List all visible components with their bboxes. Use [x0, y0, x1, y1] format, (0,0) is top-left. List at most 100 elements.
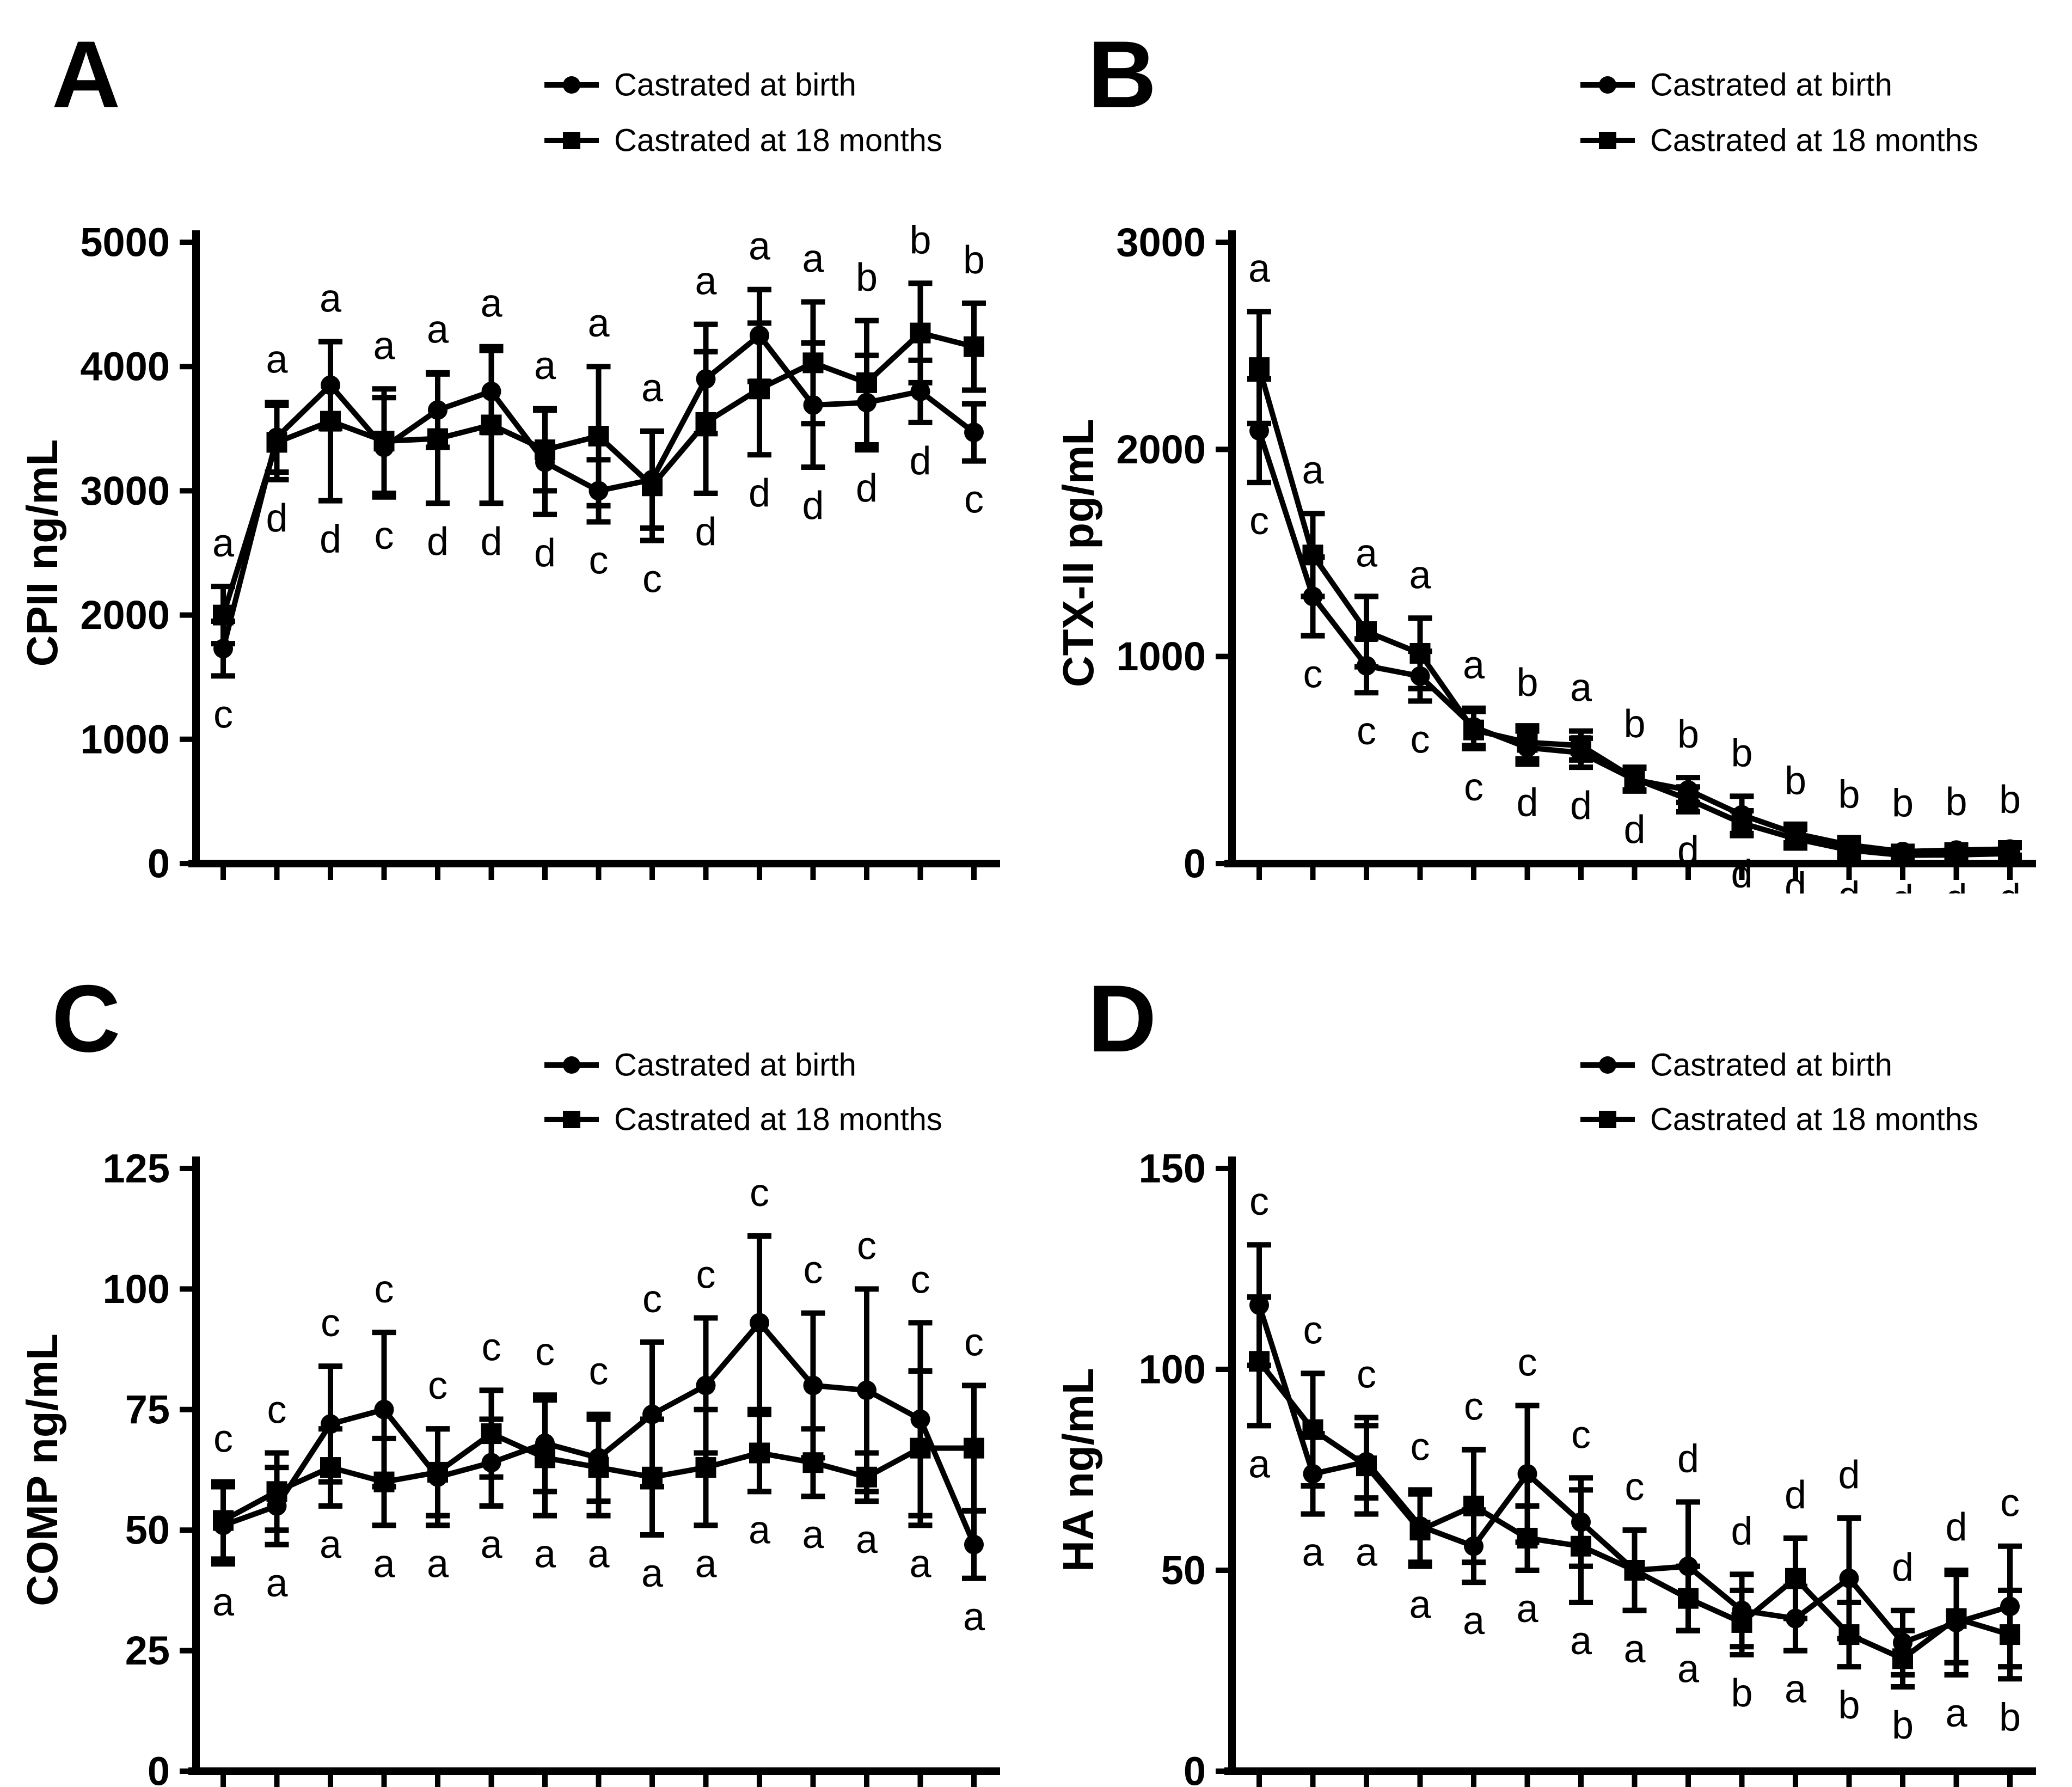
data-point-circle [1571, 1512, 1591, 1532]
sig-letter-above: a [1570, 666, 1592, 710]
data-point-circle [1303, 586, 1323, 607]
sig-letter-below: d [1892, 877, 1914, 894]
data-point-square [481, 414, 502, 436]
data-point-circle [213, 639, 233, 659]
data-point-circle [1786, 1608, 1805, 1629]
sig-letter-above: c [1571, 1413, 1591, 1456]
panel-b: B Castrated at birth Castrated at 18 month… [1036, 0, 2072, 894]
sig-letter-above: c [804, 1249, 823, 1292]
sig-letter-above: c [642, 1277, 662, 1321]
data-point-circle [642, 1404, 662, 1424]
data-point-square [1678, 1588, 1699, 1609]
legend-item: Castrated at 18 months [544, 1102, 942, 1137]
sig-letter-above: a [802, 237, 824, 281]
y-tick-label: 5000 [80, 220, 170, 265]
data-point-circle [1410, 666, 1430, 686]
panel-a-chart: A Castrated at birth Castrated at 18 month… [18, 22, 1000, 886]
y-tick-label: 50 [125, 1508, 170, 1553]
legend-label: Castrated at birth [1650, 1048, 1892, 1083]
legend-label: Castrated at 18 months [614, 1102, 942, 1137]
legend-item: Castrated at 18 months [1580, 1102, 1978, 1137]
legend-circle-marker-icon [1599, 76, 1616, 94]
data-point-square [964, 1437, 984, 1459]
sig-letter-above: c [1303, 1308, 1323, 1352]
sig-letter-below: a [1248, 1442, 1271, 1486]
sig-letter-above: c [1625, 1465, 1645, 1509]
panel-b-chart: B Castrated at birth Castrated at 18 month… [1054, 22, 2036, 894]
sig-letter-below: d [1623, 808, 1645, 852]
sig-letter-below: c [589, 538, 609, 582]
sig-letter-above: b [1731, 731, 1752, 775]
data-point-circle [321, 1414, 340, 1434]
y-tick-label: 1000 [1116, 634, 1206, 679]
sig-letter-above: d [1892, 1546, 1914, 1589]
data-point-square [910, 1437, 931, 1459]
sig-letter-below: a [373, 1542, 395, 1586]
data-point-square [1463, 1495, 1484, 1516]
sig-letter-above: b [1677, 713, 1699, 756]
sig-letter-below: c [642, 558, 662, 601]
panel-label: B [1088, 22, 1156, 128]
data-point-square [588, 425, 609, 446]
sig-letter-above: a [1248, 247, 1271, 290]
sig-letter-below: c [375, 514, 394, 558]
sig-letter-below: c [1303, 653, 1323, 696]
data-point-circle [1839, 1568, 1859, 1588]
data-point-square [266, 432, 287, 453]
sig-letter-below: a [1785, 1668, 1807, 1711]
data-point-circle [696, 1375, 716, 1396]
data-point-circle [803, 395, 823, 415]
legend-item: Castrated at birth [1580, 68, 1892, 103]
sig-letter-below: c [1249, 499, 1269, 543]
data-point-square [856, 1466, 877, 1488]
series-line-square [1257, 1360, 2011, 1662]
data-point-square [1678, 789, 1699, 810]
sig-letter-above: c [1249, 1180, 1269, 1223]
sig-letter-above: b [1623, 702, 1645, 746]
legend-label: Castrated at birth [614, 68, 856, 103]
data-point-square [1624, 768, 1645, 790]
sig-letter-below: a [1409, 1583, 1431, 1627]
y-tick-label: 150 [1139, 1146, 1206, 1191]
legend-square-marker-icon [563, 132, 580, 149]
sig-letter-above: a [427, 308, 449, 352]
y-tick-label: 3000 [1116, 220, 1206, 265]
sig-letter-below: a [1570, 1619, 1592, 1663]
data-point-square [535, 1447, 555, 1468]
sig-letter-above: a [266, 338, 288, 381]
legend-square-marker-icon [1599, 132, 1616, 149]
legend-item: Castrated at 18 months [1580, 123, 1978, 158]
sig-letter-above: c [696, 1253, 716, 1297]
data-point-circle [2000, 1596, 2020, 1617]
legend-label: Castrated at birth [614, 1048, 856, 1083]
sig-letter-below: a [695, 1542, 717, 1586]
data-point-circle [428, 400, 447, 420]
data-point-circle [696, 369, 716, 389]
sig-letter-below: d [749, 472, 770, 515]
legend-item: Castrated at birth [544, 1048, 856, 1083]
sig-letter-below: c [1411, 718, 1430, 761]
sig-letter-below: a [641, 1552, 664, 1595]
legend-circle-marker-icon [563, 76, 580, 94]
sig-letter-above: c [1357, 1353, 1376, 1397]
sig-letter-above: c [1411, 1425, 1430, 1468]
sig-letter-below: a [1677, 1648, 1700, 1691]
data-point-square [588, 1457, 609, 1478]
sig-letter-below: d [534, 531, 556, 575]
data-point-square [213, 1510, 234, 1531]
sig-letter-above: b [1516, 661, 1538, 705]
y-tick-label: 3000 [80, 468, 170, 513]
data-point-square [1571, 1535, 1591, 1557]
y-tick-label: 0 [148, 841, 170, 886]
data-point-square [1946, 1608, 1967, 1629]
sig-letter-above: b [856, 256, 878, 299]
legend-circle-marker-icon [1599, 1056, 1616, 1074]
sig-letter-below: d [1999, 877, 2021, 894]
data-point-square [1571, 735, 1591, 756]
data-point-square [1731, 1612, 1752, 1633]
data-point-square [535, 439, 555, 461]
data-point-square [1838, 840, 1860, 861]
sig-letter-above: a [641, 366, 664, 410]
y-tick-label: 2000 [80, 592, 170, 638]
sig-letter-below: d [266, 497, 287, 540]
